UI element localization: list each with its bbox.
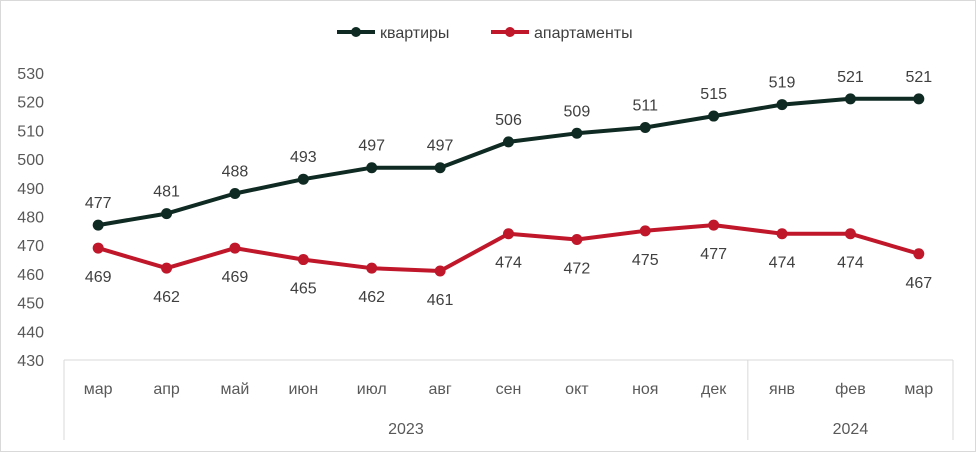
- data-label: 474: [837, 255, 864, 272]
- data-point: [366, 262, 378, 274]
- y-tick-label: 430: [17, 353, 44, 370]
- data-label: 511: [633, 98, 659, 115]
- data-label: 465: [290, 281, 317, 298]
- data-label: 467: [905, 275, 932, 292]
- x-axis: мар апр май июн июл авг сен окт ноя дек янв фев мар 2…: [63, 359, 954, 440]
- data-label: 519: [769, 75, 796, 92]
- data-point: [92, 219, 104, 231]
- data-label: 509: [564, 103, 591, 120]
- x-group-label: 2024: [833, 421, 869, 438]
- legend-marker-0: [351, 27, 361, 37]
- legend-label-0: квартиры: [380, 25, 449, 42]
- data-point: [776, 228, 788, 240]
- x-tick-label: ноя: [632, 381, 658, 398]
- x-tick-label: окт: [565, 381, 589, 398]
- data-label: 497: [358, 138, 385, 155]
- legend-marker-1: [505, 27, 515, 37]
- x-tick-label: дек: [701, 381, 727, 398]
- x-tick-label: апр: [153, 381, 180, 398]
- data-label: 472: [564, 260, 591, 277]
- data-label: 515: [700, 86, 727, 103]
- data-label: 469: [85, 269, 112, 286]
- data-point: [708, 110, 720, 122]
- data-point: [366, 162, 378, 174]
- x-tick-label: июн: [288, 381, 318, 398]
- data-label: 506: [495, 112, 522, 129]
- data-point: [229, 188, 241, 200]
- data-point: [434, 162, 446, 174]
- data-point: [503, 228, 514, 240]
- data-label: 469: [222, 269, 249, 286]
- data-point: [92, 242, 104, 254]
- x-tick-label: авг: [428, 381, 451, 398]
- x-tick-label: июл: [357, 381, 387, 398]
- x-tick-label: мар: [904, 381, 933, 398]
- y-tick-label: 470: [17, 238, 44, 255]
- x-tick-label: мар: [84, 381, 113, 398]
- data-label: 474: [495, 255, 522, 272]
- series-0: 477 481 488 493 497 497 506 509 511 515 519 521 521: [85, 69, 932, 231]
- y-tick-label: 460: [17, 267, 44, 284]
- x-group-label: 2023: [388, 421, 424, 438]
- data-point: [913, 93, 925, 105]
- data-point: [639, 122, 651, 134]
- data-label: 481: [153, 184, 180, 201]
- y-tick-label: 490: [17, 181, 44, 198]
- data-label: 521: [905, 69, 932, 86]
- data-point: [639, 225, 651, 237]
- y-tick-label: 450: [17, 296, 44, 313]
- data-label: 493: [290, 149, 317, 166]
- data-label: 521: [837, 69, 864, 86]
- y-tick-label: 500: [17, 152, 44, 169]
- data-point: [571, 127, 583, 139]
- data-point: [297, 254, 309, 266]
- data-label: 475: [632, 252, 659, 269]
- data-label: 461: [427, 292, 454, 309]
- data-label: 497: [427, 138, 454, 155]
- data-point: [503, 136, 514, 148]
- data-point: [297, 173, 309, 185]
- x-tick-label: сен: [496, 381, 522, 398]
- data-point: [776, 99, 788, 111]
- data-point: [913, 248, 925, 260]
- data-point: [161, 262, 173, 274]
- y-tick-label: 480: [17, 210, 44, 227]
- x-tick-label: янв: [769, 381, 795, 398]
- y-tick-label: 520: [17, 95, 44, 112]
- data-label: 474: [769, 255, 796, 272]
- legend: квартиры апартаменты: [337, 25, 633, 42]
- data-label: 462: [358, 289, 385, 306]
- x-tick-label: май: [221, 381, 250, 398]
- data-label: 488: [222, 164, 249, 181]
- data-point: [229, 242, 241, 254]
- y-tick-label: 530: [17, 66, 44, 83]
- legend-label-1: апартаменты: [534, 25, 633, 42]
- x-tick-label: фев: [835, 381, 866, 398]
- y-tick-label: 510: [17, 123, 44, 140]
- data-label: 462: [153, 289, 180, 306]
- data-point: [844, 228, 856, 240]
- data-label: 477: [85, 195, 112, 212]
- y-axis: 430 440 450 460 470 480 490 500 510 520 530: [17, 66, 44, 370]
- data-point: [571, 233, 583, 245]
- data-label: 477: [700, 246, 727, 263]
- data-point: [708, 219, 720, 231]
- series-1: 469 462 469 465 462 461 474 472 475 477 474 474 467: [85, 219, 932, 309]
- data-point: [844, 93, 856, 105]
- data-point: [161, 208, 173, 220]
- data-point: [434, 265, 446, 277]
- y-tick-label: 440: [17, 324, 44, 341]
